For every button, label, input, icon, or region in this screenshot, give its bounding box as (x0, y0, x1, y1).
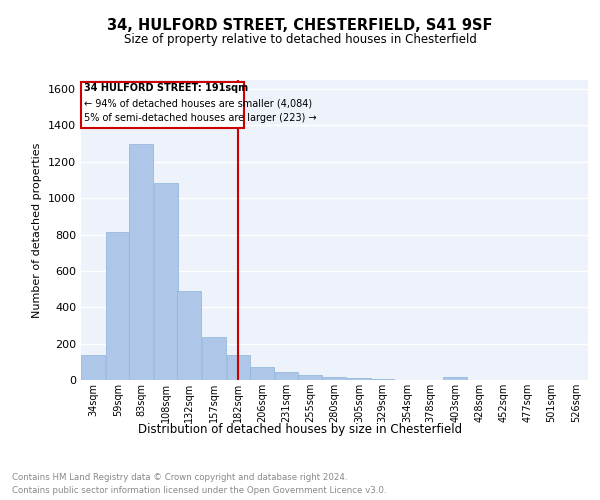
Text: Distribution of detached houses by size in Chesterfield: Distribution of detached houses by size … (138, 422, 462, 436)
Bar (443, 377, 467, 380)
Text: 34, HULFORD STREET, CHESTERFIELD, S41 9SF: 34, HULFORD STREET, CHESTERFIELD, S41 9S… (107, 18, 493, 32)
Y-axis label: Number of detached properties: Number of detached properties (32, 142, 43, 318)
Bar (371, 378, 394, 380)
Bar (347, 378, 371, 380)
Bar (154, 182, 178, 380)
Text: ← 94% of detached houses are smaller (4,084): ← 94% of detached houses are smaller (4,… (85, 98, 313, 108)
Bar (275, 372, 298, 380)
Bar (130, 144, 153, 380)
Text: 34 HULFORD STREET: 191sqm: 34 HULFORD STREET: 191sqm (85, 84, 248, 94)
Text: 5% of semi-detached houses are larger (223) →: 5% of semi-detached houses are larger (2… (85, 113, 317, 123)
Bar (250, 368, 274, 380)
Text: Contains public sector information licensed under the Open Government Licence v3: Contains public sector information licen… (12, 486, 386, 495)
Bar (227, 356, 250, 380)
Text: Contains HM Land Registry data © Crown copyright and database right 2024.: Contains HM Land Registry data © Crown c… (12, 472, 347, 482)
Bar (106, 232, 130, 380)
Bar (82, 354, 105, 380)
FancyBboxPatch shape (82, 82, 244, 128)
Bar (202, 338, 226, 380)
Text: Size of property relative to detached houses in Chesterfield: Size of property relative to detached ho… (124, 32, 476, 46)
Bar (323, 377, 346, 380)
Bar (298, 375, 322, 380)
Bar (178, 291, 201, 380)
